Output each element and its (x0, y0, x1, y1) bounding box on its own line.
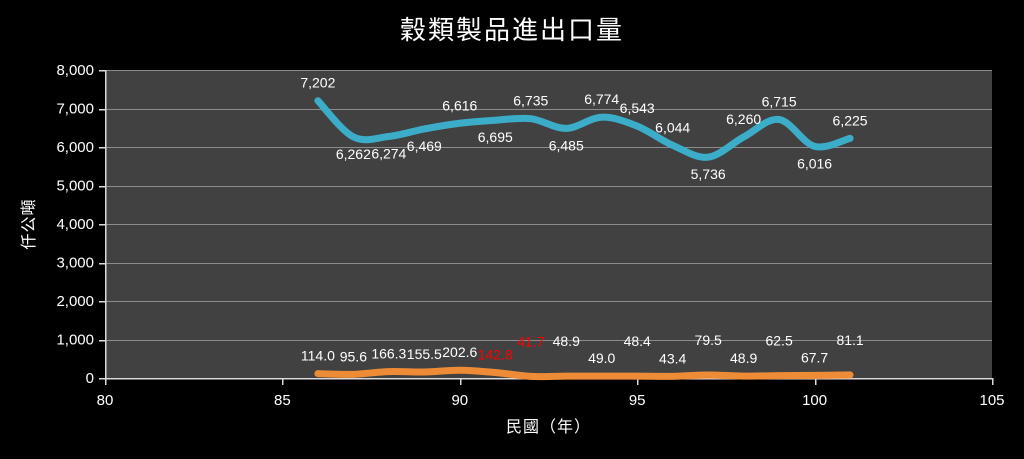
y-tick-label: 7,000 (56, 101, 94, 118)
x-tick-label: 85 (274, 392, 291, 409)
data-label: 48.9 (553, 333, 580, 349)
x-tick-label: 100 (802, 392, 827, 409)
data-label: 62.5 (765, 333, 792, 349)
data-label: 6,616 (442, 97, 477, 113)
data-label: 6,016 (797, 155, 832, 171)
data-label: 166.3 (371, 346, 406, 362)
data-label: 6,485 (549, 137, 584, 153)
x-tick-label: 80 (97, 392, 114, 409)
x-axis-title: 民國（年） (506, 418, 591, 436)
data-label: 6,225 (833, 112, 868, 128)
data-label: 95.6 (340, 348, 367, 364)
gridlines (105, 70, 992, 341)
x-tick-label: 95 (629, 392, 646, 409)
data-label: 6,695 (478, 129, 513, 145)
x-tick-label: 105 (979, 392, 1004, 409)
x-tick-label: 90 (451, 392, 468, 409)
y-tick-label: 0 (86, 370, 94, 387)
data-label: 6,044 (655, 119, 690, 135)
y-tick-label: 6,000 (56, 139, 94, 156)
data-label: 6,274 (371, 145, 406, 161)
data-label: 6,262 (336, 146, 371, 162)
y-tick-label: 1,000 (56, 332, 94, 349)
data-label: 142.8 (478, 347, 513, 363)
y-axis-tick-labels: 0 1,000 2,000 3,000 4,000 5,000 6,000 7,000 8,00… (56, 62, 94, 387)
data-label: 49.0 (588, 350, 615, 366)
y-tick-label: 3,000 (56, 255, 94, 272)
data-label: 79.5 (695, 332, 722, 348)
y-axis-title: 仟公噸 (20, 198, 38, 249)
data-label: 7,202 (300, 75, 335, 91)
data-label: 202.6 (442, 344, 477, 360)
data-label: 6,469 (407, 138, 442, 154)
data-label: 6,774 (584, 91, 619, 107)
chart-title: 穀類製品進出口量 (399, 15, 624, 45)
data-label: 48.9 (730, 350, 757, 366)
data-label: 41.7 (517, 333, 544, 349)
y-tick-label: 2,000 (56, 293, 94, 310)
y-tick-label: 4,000 (56, 216, 94, 233)
series-line-出口量 (314, 366, 854, 381)
data-label: 6,715 (762, 93, 797, 109)
data-label: 67.7 (801, 349, 828, 365)
data-label: 6,735 (513, 93, 548, 109)
y-tick-label: 8,000 (56, 62, 94, 79)
y-tick-label: 5,000 (56, 178, 94, 195)
data-label: 43.4 (659, 350, 686, 366)
x-axis-tick-labels: 80 85 90 95 100 105 (97, 392, 1005, 409)
data-label: 81.1 (836, 332, 863, 348)
data-label: 114.0 (301, 348, 335, 364)
series-line-進口量 (314, 97, 854, 161)
data-label: 155.5 (407, 346, 442, 362)
data-label: 5,736 (691, 166, 726, 182)
data-series-group (314, 97, 854, 381)
data-label: 48.4 (624, 333, 651, 349)
data-label: 6,543 (620, 100, 655, 116)
data-label: 6,260 (726, 111, 761, 127)
